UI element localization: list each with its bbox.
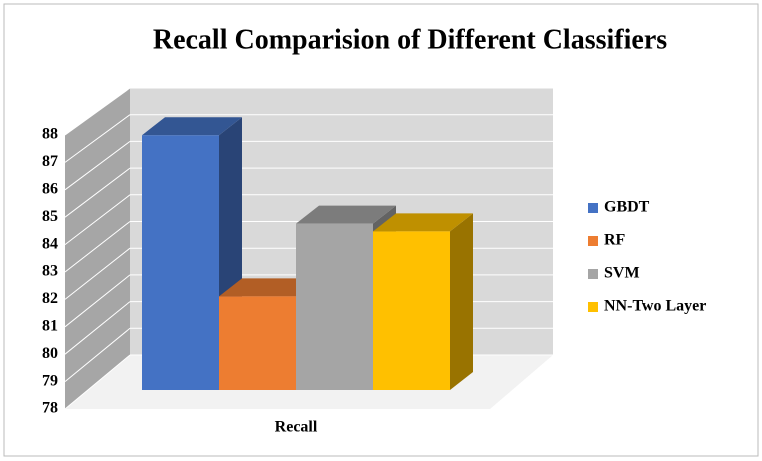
bar-front [219,296,296,390]
grid-line [64,301,131,355]
legend-swatch [588,236,598,246]
bar-top [296,205,396,224]
grid-line [64,221,131,273]
bar-front [142,135,219,390]
bar-front [373,231,450,390]
y-tick-label: 78 [42,400,58,417]
y-tick-label: 84 [42,235,58,252]
y-tick-label: 86 [42,180,58,197]
bar-front [296,223,373,390]
grid-line [64,140,131,191]
side-wall [65,88,130,409]
bar [373,213,473,390]
bar-top [373,213,473,232]
grid-line [64,194,131,245]
legend-swatch [588,269,598,279]
grid-line [64,274,131,328]
y-tick-label: 83 [42,263,58,280]
bar-top [142,117,242,136]
grid-line [64,114,131,163]
chart-title: Recall Comparision of Different Classifi… [153,24,667,55]
y-tick-label: 85 [42,208,58,225]
grid-line [64,354,131,410]
y-tick-label: 79 [42,372,58,389]
grid-line [64,167,131,218]
grid-line [64,327,131,382]
legend-label: GBDT [604,199,650,216]
y-tick-label: 88 [42,126,58,143]
legend-swatch [588,203,598,213]
grid-line [64,247,131,300]
legend-swatch [588,302,598,312]
x-tick-label: Recall [275,419,318,436]
y-tick-label: 81 [42,317,58,334]
legend-label: SVM [604,265,640,282]
legend-label: NN-Two Layer [604,298,706,315]
bar-top [219,278,319,297]
legend-label: RF [604,232,626,249]
y-tick-label: 80 [42,345,58,362]
y-tick-label: 82 [42,290,58,307]
bar-side [450,213,473,390]
grid-line [64,87,131,136]
y-tick-label: 87 [42,153,58,170]
